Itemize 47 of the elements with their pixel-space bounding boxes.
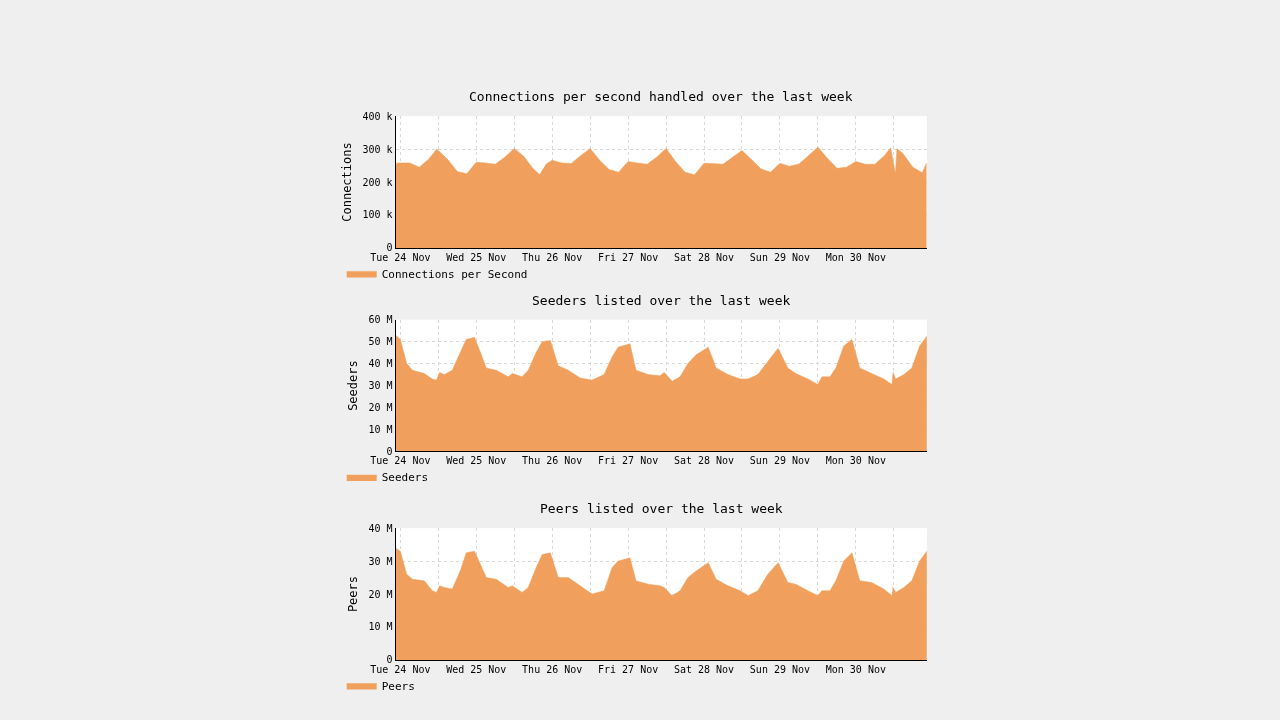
y-axis-title: Peers xyxy=(345,575,360,613)
y-tick-label: 0 xyxy=(386,654,393,666)
legend-label: Connections per Second xyxy=(381,267,528,281)
x-tick-label: Sun 29 Nov xyxy=(749,455,811,467)
legend-label: Seeders xyxy=(381,471,429,485)
x-tick-label: Fri 27 Nov xyxy=(598,251,659,263)
chart-title: Peers listed over the last week xyxy=(540,501,783,516)
y-tick-label: 0 xyxy=(386,242,393,254)
y-tick-label: 10 M xyxy=(368,423,393,435)
y-tick-label: 40 M xyxy=(368,358,393,370)
y-tick-label: 50 M xyxy=(368,336,393,348)
x-tick-label: Sat 28 Nov xyxy=(673,251,735,263)
x-tick-label: Mon 30 Nov xyxy=(825,663,886,675)
chart-title: Seeders listed over the last week xyxy=(532,293,791,308)
y-tick-label: 0 xyxy=(386,445,393,457)
x-tick-label: Sun 29 Nov xyxy=(749,663,811,675)
x-tick-label: Thu 26 Nov xyxy=(522,251,583,263)
x-tick-label: Thu 26 Nov xyxy=(522,663,583,675)
y-tick-label: 300 k xyxy=(362,143,393,155)
x-tick-label: Sat 28 Nov xyxy=(673,455,735,467)
x-tick-label: Fri 27 Nov xyxy=(598,455,659,467)
x-tick-label: Sat 28 Nov xyxy=(673,663,735,675)
x-tick-label: Fri 27 Nov xyxy=(598,663,659,675)
x-tick-label: Wed 25 Nov xyxy=(446,251,507,263)
x-tick-label: Tue 24 Nov xyxy=(370,663,431,675)
y-axis-title: Connections xyxy=(339,142,354,222)
y-tick-label: 400 k xyxy=(362,110,393,122)
y-tick-label: 200 k xyxy=(362,176,393,188)
x-tick-label: Wed 25 Nov xyxy=(446,663,507,675)
x-tick-label: Sun 29 Nov xyxy=(749,251,811,263)
chart-title: Connections per second handled over the last week xyxy=(469,89,853,104)
y-tick-label: 20 M xyxy=(368,402,393,414)
legend-label: Peers xyxy=(381,679,415,693)
y-tick-label: 40 M xyxy=(368,522,393,534)
y-tick-label: 30 M xyxy=(368,380,393,392)
x-tick-label: Tue 24 Nov xyxy=(370,455,431,467)
y-axis-title: Seeders xyxy=(345,360,360,411)
x-tick-label: Tue 24 Nov xyxy=(370,251,431,263)
y-tick-label: 100 k xyxy=(362,209,393,221)
x-tick-label: Wed 25 Nov xyxy=(446,455,507,467)
y-tick-label: 30 M xyxy=(368,555,393,567)
y-tick-label: 20 M xyxy=(368,588,393,600)
x-tick-label: Mon 30 Nov xyxy=(825,251,886,263)
x-tick-label: Thu 26 Nov xyxy=(522,455,583,467)
y-tick-label: 60 M xyxy=(368,314,393,326)
x-tick-label: Mon 30 Nov xyxy=(825,455,886,467)
y-tick-label: 10 M xyxy=(368,621,393,633)
